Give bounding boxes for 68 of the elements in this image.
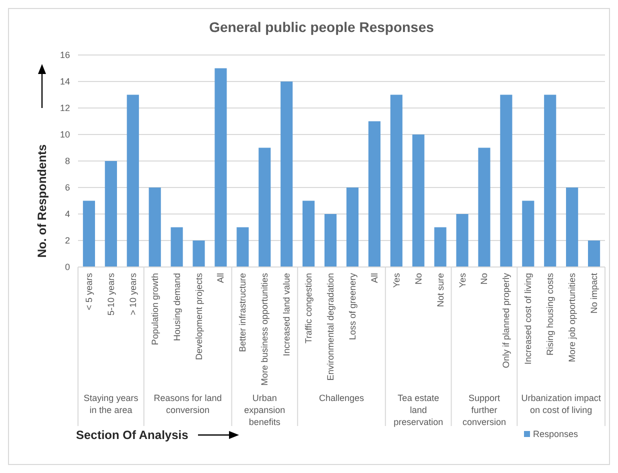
bar: [544, 94, 556, 267]
bar: [302, 200, 315, 267]
y-tick-label: 8: [64, 156, 70, 166]
x-tick-label: All: [369, 273, 380, 284]
bar: [368, 121, 380, 267]
x-tick-label: Development projects: [194, 272, 204, 360]
x-axis-title: Section Of Analysis: [76, 428, 189, 442]
bar: [104, 161, 117, 267]
x-tick-label: Loss of greenery: [347, 272, 358, 340]
bar: [390, 94, 402, 267]
bar: [82, 200, 96, 267]
bar: [566, 188, 578, 267]
x-tick-label: Population growth: [150, 273, 160, 346]
x-tick-label: Yes: [391, 272, 402, 288]
text: Reasons for land conversion: [154, 393, 222, 415]
bar: [346, 188, 359, 267]
bar: [500, 94, 512, 267]
y-tick-label: 12: [60, 102, 70, 113]
bar: [148, 188, 161, 267]
bar: [412, 134, 424, 267]
x-tick-label: Only if planned properly: [501, 272, 512, 368]
y-axis-title: No. of Respondents: [35, 144, 49, 258]
bar: [522, 200, 534, 267]
x-tick-label: All: [216, 273, 226, 284]
x-tick-label: Traffic congestion: [304, 273, 314, 344]
y-tick-label: 0: [64, 262, 70, 272]
bar: [126, 94, 139, 267]
bar: [324, 214, 337, 267]
text: Urbanization impact on cost of living: [521, 393, 602, 415]
x-tick-label: More business opportunities: [260, 272, 270, 386]
y-tick-label: 4: [64, 208, 70, 219]
x-tick-label: More job opportunities: [567, 272, 578, 362]
x-tick-label: Increased cost of living: [523, 273, 534, 365]
y-tick-label: 10: [60, 129, 70, 140]
y-tick-label: 6: [64, 182, 70, 192]
x-tick-label: < 5 years: [84, 272, 94, 310]
chart-title: General public people Responses: [209, 19, 434, 35]
y-tick-label: 16: [60, 50, 70, 60]
legend-label: Responses: [533, 429, 579, 439]
text: Tea estate land preservation: [394, 393, 444, 427]
x-tick-label: > 10 years: [128, 272, 138, 316]
bar: [478, 148, 490, 267]
text: Challenges: [318, 393, 365, 403]
x-tick-label: Not sure: [435, 273, 446, 308]
bar: [434, 227, 446, 267]
bar: [214, 68, 227, 267]
x-tick-label: Increased land value: [282, 273, 292, 356]
bar: [170, 227, 183, 267]
x-tick-label: Better infrastructure: [238, 273, 248, 352]
text: Urban expansion benefits: [244, 393, 286, 427]
bar: [280, 82, 293, 267]
bar: [236, 227, 249, 267]
x-tick-label: No: [479, 273, 490, 285]
bar: [456, 214, 468, 267]
bar: [258, 148, 271, 267]
text: Staying years in the area: [84, 393, 139, 415]
x-tick-label: 5-10 years: [106, 272, 116, 316]
text: Support further conversion: [462, 393, 506, 427]
x-tick-label: Rising housing costs: [545, 272, 556, 356]
x-tick-label: Yes: [457, 272, 468, 288]
x-tick-label: Environmental degradation: [326, 273, 336, 381]
bar: [588, 240, 600, 267]
bar: [192, 240, 205, 267]
x-tick-label: No impact: [589, 272, 600, 314]
y-tick-label: 14: [60, 76, 70, 86]
x-tick-label: Housing demand: [172, 273, 182, 342]
x-tick-label: No: [413, 273, 424, 285]
y-tick-label: 2: [64, 235, 70, 246]
